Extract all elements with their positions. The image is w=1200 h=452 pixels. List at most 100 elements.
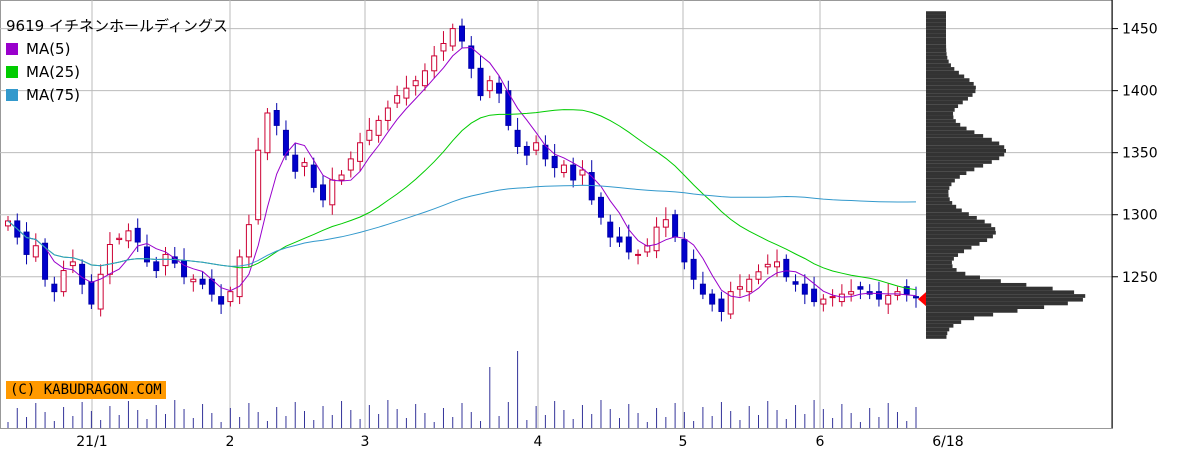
volume-profile-bar: [926, 59, 949, 64]
candle-body: [292, 154, 299, 172]
volume-profile-bar: [926, 111, 954, 116]
candle-body: [116, 237, 123, 241]
y-tick-label: 1250: [1122, 270, 1158, 286]
volume-profile-bar: [926, 67, 955, 71]
candle-body: [885, 294, 892, 305]
candle-body: [653, 226, 660, 252]
volume-profile-bar: [926, 85, 976, 90]
volume-profile-bar: [926, 309, 1018, 313]
candle-body: [811, 288, 818, 303]
volume-profile-bar: [926, 29, 947, 34]
volume-profile-bar: [926, 219, 985, 224]
volume-profile-bar: [926, 141, 1000, 146]
candle-body: [181, 260, 188, 278]
candle-body: [820, 298, 827, 305]
volume-profile-bar: [926, 282, 1027, 287]
volume-profile-bar: [926, 145, 1005, 149]
volume-profile-bar: [926, 115, 954, 120]
volume-profile-bar: [926, 152, 1005, 157]
chart-title: 9619 イチネンホールディングス: [6, 17, 228, 35]
candle-body: [635, 253, 642, 256]
candle-body: [838, 293, 845, 303]
volume-profile-bar: [926, 22, 947, 27]
volume-profile-bar: [926, 186, 950, 190]
volume-profile-bar: [926, 189, 949, 194]
volume-profile-bar: [926, 227, 996, 231]
volume-profile-bar: [926, 316, 975, 321]
volume-profile-bar: [926, 78, 970, 82]
volume-profile-bar: [926, 37, 947, 42]
volume-profile-bar: [926, 327, 950, 332]
volume-profile-bar: [926, 201, 953, 205]
candle-body: [60, 270, 67, 293]
candle-body: [764, 263, 771, 268]
candle-body: [421, 70, 428, 87]
candle-body: [320, 184, 327, 201]
x-tick-label: 3: [361, 434, 370, 450]
candle-body: [366, 129, 373, 141]
credit-badge: (C) KABUDRAGON.COM: [6, 381, 166, 399]
candle-body: [727, 291, 734, 315]
chart-title-row: 9619 イチネンホールディングス: [6, 14, 228, 37]
candle-body: [903, 286, 910, 295]
volume-profile-bar: [926, 156, 1000, 161]
candle-body: [792, 281, 799, 285]
volume-profile-bar: [926, 18, 946, 23]
volume-profile-bar: [926, 11, 946, 15]
volume-profile-bar: [926, 271, 966, 276]
legend-item-ma25: MA(25): [6, 60, 228, 83]
candle-body: [245, 224, 252, 258]
candle-body: [718, 298, 725, 312]
volume-profile-bar: [926, 163, 984, 168]
volume-profile-bar: [926, 297, 1083, 302]
volume-profile-bar: [926, 148, 1007, 153]
volume-profile-bar: [926, 323, 954, 328]
candle-body: [143, 246, 150, 263]
candle-body: [477, 67, 484, 97]
volume-profile-bar: [926, 197, 950, 202]
candle-body: [736, 286, 743, 290]
volume-profile-bar: [926, 178, 955, 183]
candle-body: [514, 129, 521, 147]
candle-body: [97, 273, 104, 310]
candle-body: [347, 158, 354, 171]
volume-profile-bar: [926, 89, 976, 94]
volume-profile-bar: [926, 55, 948, 60]
volume-profile-bar: [926, 74, 965, 79]
volume-profile-bar: [926, 122, 961, 127]
volume-profile-bar: [926, 331, 948, 336]
volume-profile-bar: [926, 130, 975, 135]
volume-profile-bar: [926, 212, 969, 216]
candle-body: [588, 172, 595, 201]
candle-body: [5, 220, 11, 227]
volume-profile-bar: [926, 193, 949, 198]
volume-profile-bar: [926, 242, 980, 246]
candle-body: [394, 95, 401, 104]
candle-body: [375, 119, 382, 136]
candle-body: [106, 244, 113, 275]
volume-profile-bar: [926, 290, 1075, 295]
volume-profile-bar: [926, 26, 947, 30]
volume-profile-bar: [926, 119, 956, 123]
y-tick-label: 1450: [1122, 22, 1158, 38]
candle-body: [551, 155, 558, 169]
volume-profile-bar: [926, 253, 959, 257]
volume-profile-bar: [926, 160, 992, 164]
candle-body: [125, 230, 132, 242]
candle-body: [486, 80, 493, 92]
volume-profile-bar: [926, 52, 947, 56]
volume-profile-bar: [926, 171, 967, 176]
candle-body: [459, 25, 465, 42]
candle-body: [69, 261, 76, 267]
volume-profile-bar: [926, 167, 975, 172]
volume-profile-bar: [926, 126, 967, 131]
volume-profile-bar: [926, 256, 954, 261]
candle-body: [264, 112, 271, 154]
volume-profile-bar: [926, 175, 960, 179]
candle-body: [357, 142, 364, 162]
candle-body: [570, 164, 577, 181]
candle-body: [431, 55, 438, 72]
ma75-swatch: [6, 88, 18, 101]
volume-profile-bar: [926, 41, 947, 45]
candle-body: [199, 278, 206, 285]
